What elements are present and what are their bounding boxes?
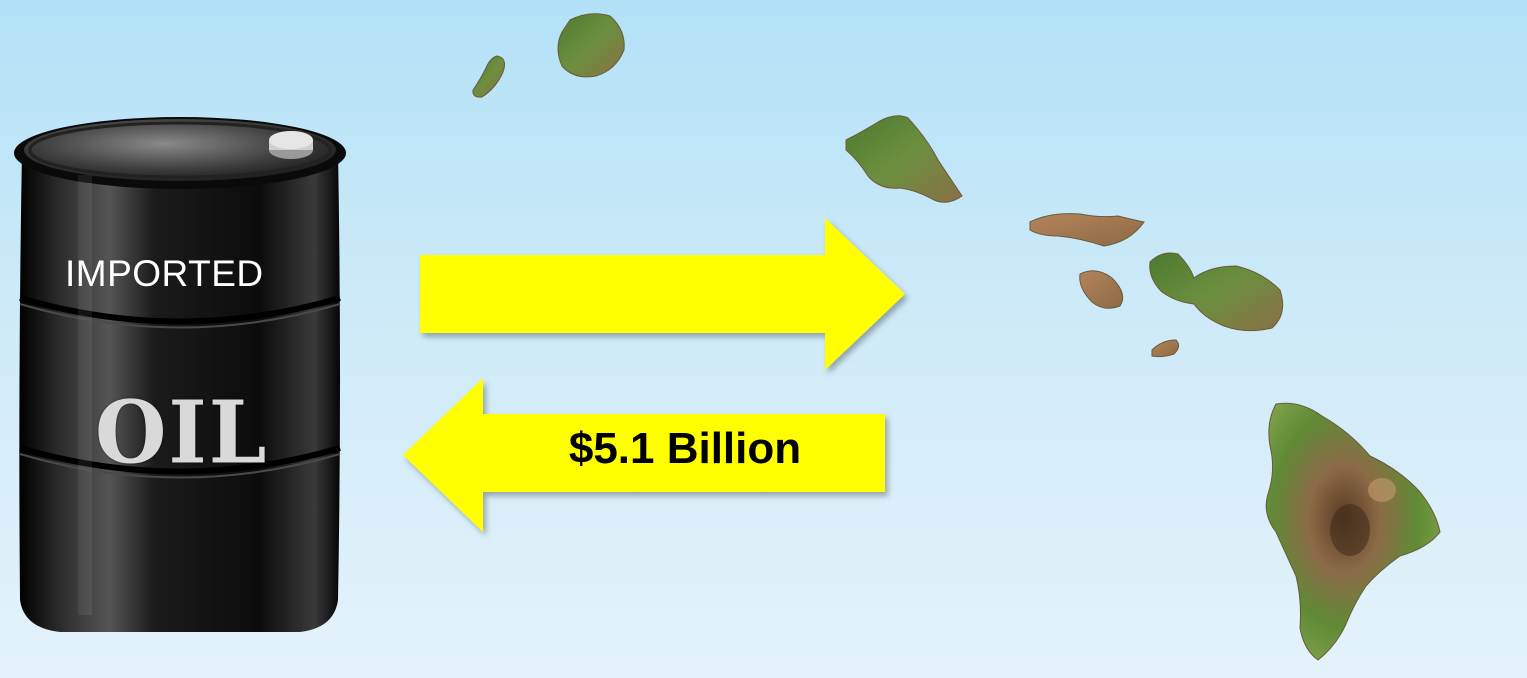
barrel-emblem-text: OIL (95, 382, 269, 484)
island-lanai (1079, 270, 1124, 309)
payment-amount-label: $5.1 Billion (568, 424, 802, 473)
arrow-to-islands (420, 218, 905, 370)
island-maui (1149, 252, 1284, 332)
island-niihau (472, 55, 505, 98)
island-kauai (557, 13, 625, 78)
oil-barrel (14, 117, 346, 632)
hawaiian-islands-map (472, 13, 1441, 661)
bung-cap-icon (269, 131, 313, 159)
arrow-to-barrel (403, 378, 885, 532)
island-kahoolawe (1151, 339, 1180, 358)
barrel-label: IMPORTED (65, 253, 264, 294)
island-molokai (1029, 213, 1145, 247)
island-oahu (845, 115, 963, 203)
